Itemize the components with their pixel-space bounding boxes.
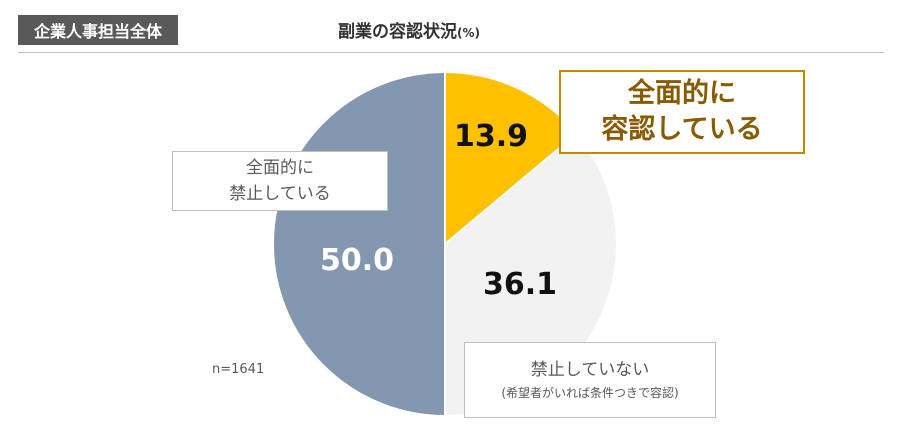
chart-title-text: 副業の容認状況 [338,22,457,42]
value-label-prohibit: 50.0 [319,243,395,278]
callout-prohibit: 全面的に 禁止している [172,151,388,211]
callout-allow-line2: 容認している [601,114,763,145]
callout-allow-line1: 全面的に [628,78,736,109]
callout-prohibit-line1: 全面的に [246,158,314,178]
callout-conditional-line2: (希望者がいれば条件つきで容認) [501,386,679,400]
sample-size-note: n=1641 [212,362,265,377]
callout-conditional-line1: 禁止していない [530,360,650,380]
segment-tag: 企業人事担当全体 [18,15,178,45]
callout-prohibit-line2: 禁止している [229,184,331,204]
value-label-allow: 13.9 [453,119,529,154]
title-divider [18,52,884,53]
chart-title: 副業の容認状況(%) [338,17,480,42]
callout-allow: 全面的に 容認している [559,70,805,154]
value-label-conditional: 36.1 [482,267,558,302]
chart-title-unit: (%) [457,26,480,40]
callout-conditional: 禁止していない (希望者がいれば条件つきで容認) [464,342,716,418]
